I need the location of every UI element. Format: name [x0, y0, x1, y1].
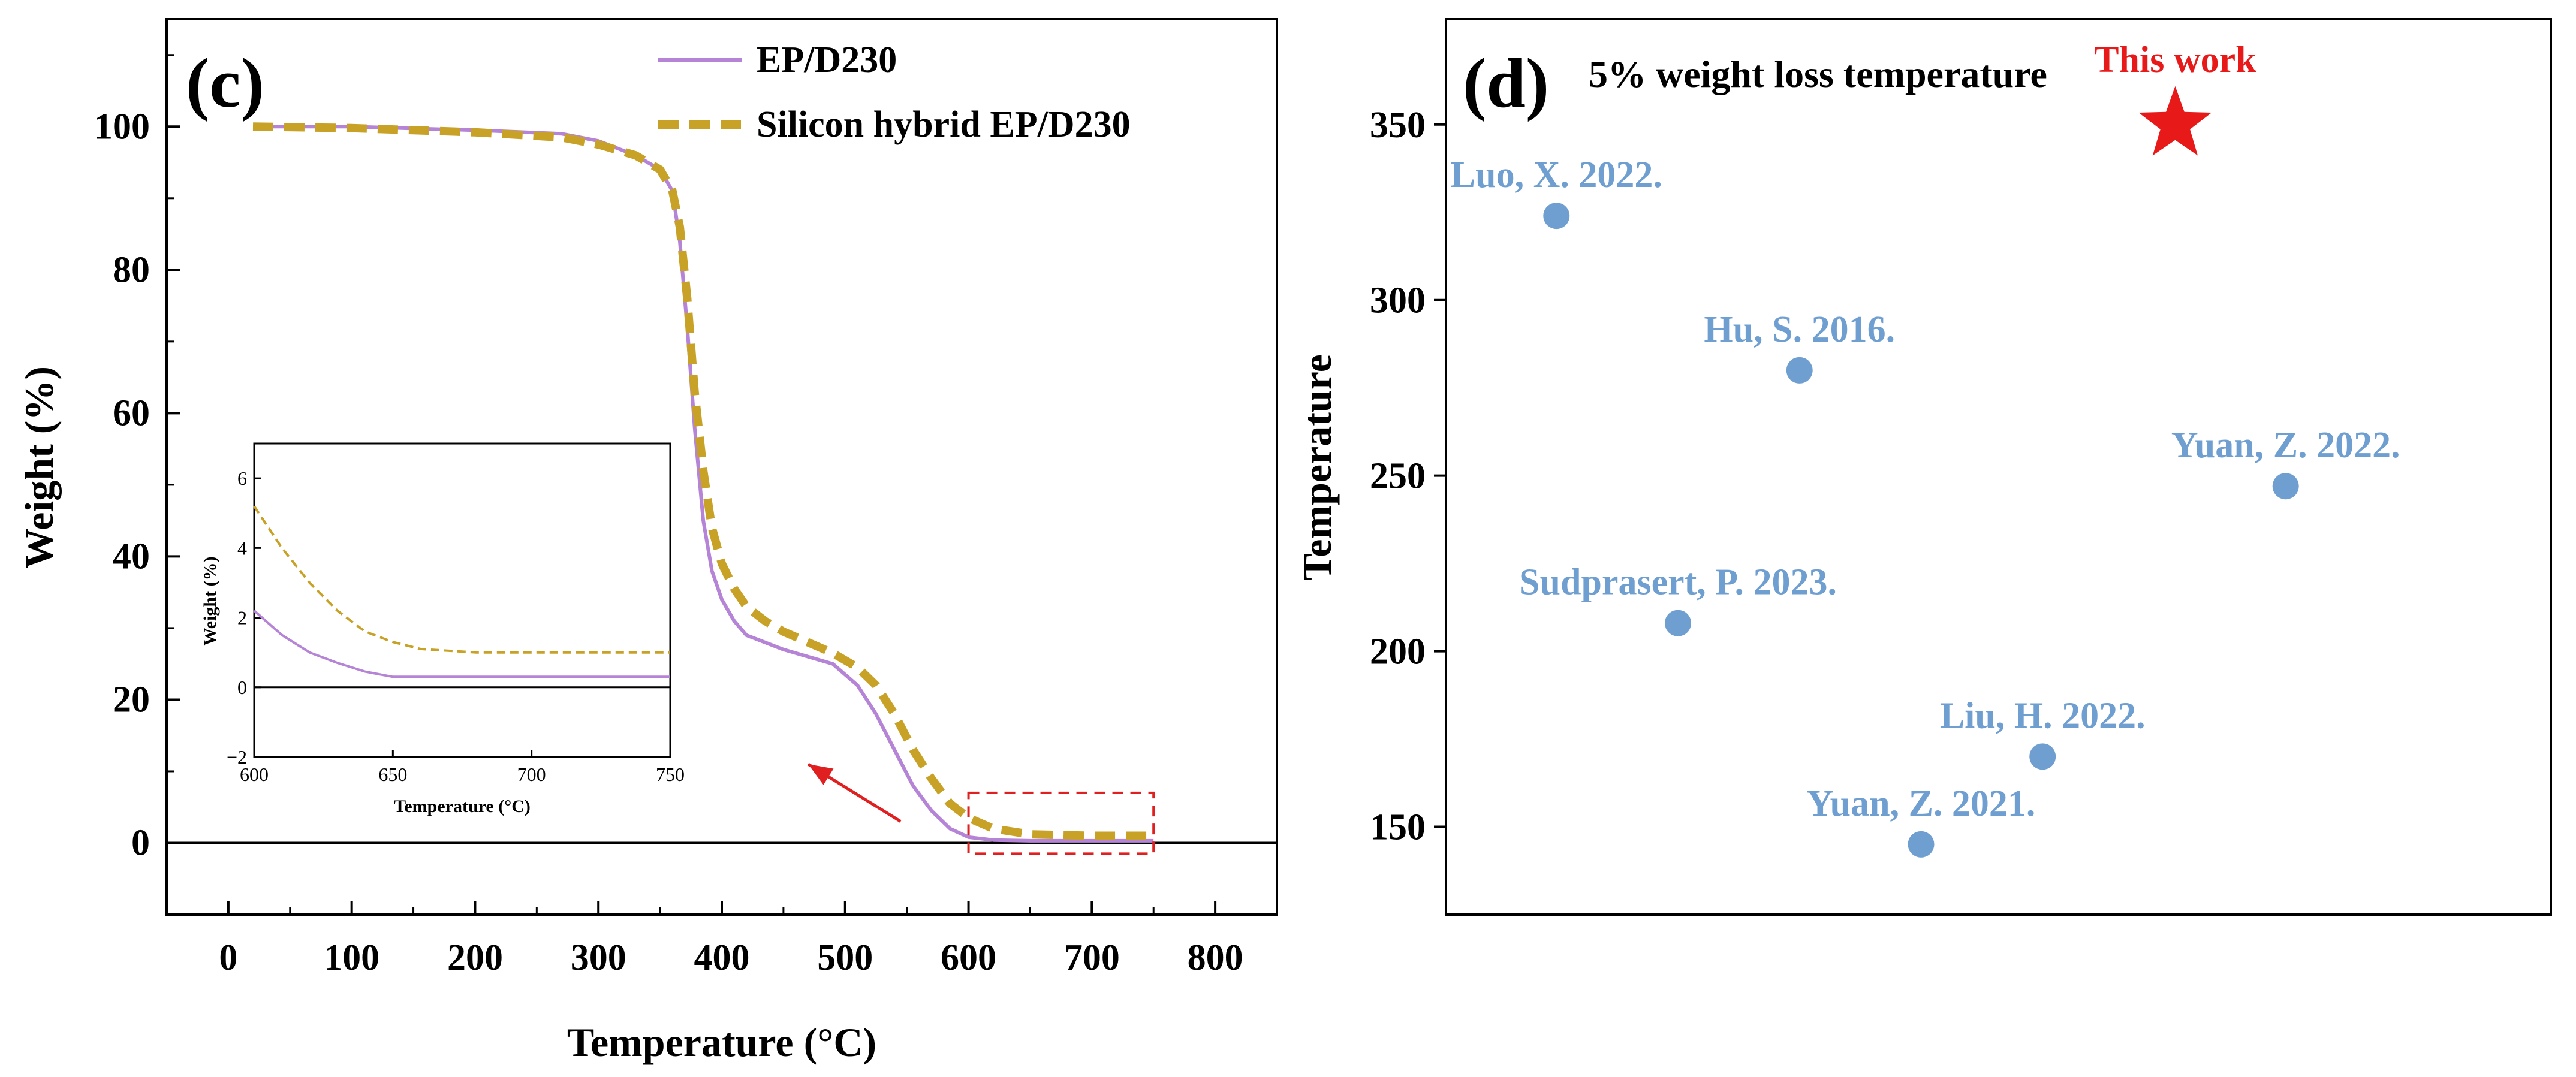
d-y-tick-label: 350: [1370, 105, 1426, 146]
highlight-label-this-work: This work: [2094, 40, 2256, 80]
panel-c-label: (c): [186, 44, 264, 122]
panel-d-points: Luo, X. 2022. Hu, S. 2016. Yuan, Z. 2022. S…: [1451, 40, 2400, 858]
panel-d-title: 5% weight loss temperature: [1589, 53, 2047, 95]
y-tick-label: 0: [131, 822, 150, 863]
y-tick-label: 60: [113, 393, 150, 433]
inset-ticks: 600 650 700 750 −2 0 2 4 6: [227, 467, 685, 785]
series-line-silicon-hybrid-ep-d230: [252, 122, 1154, 840]
inset-x-tick-label: 700: [517, 764, 546, 785]
data-point-hu-s-2016: [1786, 357, 1813, 384]
inset-y-axis-title: Weight (%): [200, 556, 220, 645]
data-point-luo-x-2022: [1543, 203, 1570, 230]
data-point-sudprasert-p-2023: [1665, 610, 1692, 636]
panel-d-scatter-chart: 150 200 250 300 350 Luo, X. 2022. Hu, S. 2016…: [1294, 18, 2552, 916]
data-point-yuan-z-2021: [1908, 831, 1935, 858]
panel-d-label: (d): [1463, 44, 1549, 122]
star-icon: [2138, 86, 2212, 156]
zoom-region-box: [967, 791, 1155, 855]
data-point-liu-h-2022: [2029, 743, 2056, 770]
panel-d-ticks: 150 200 250 300 350: [1370, 105, 1446, 848]
point-label-liu-h-2022: Liu, H. 2022.: [1940, 695, 2146, 736]
point-label-luo-x-2022: Luo, X. 2022.: [1451, 155, 1662, 195]
x-tick-label: 100: [324, 937, 379, 978]
point-label-sudprasert-p-2023: Sudprasert, P. 2023.: [1519, 562, 1837, 603]
inset-y-tick-label: 2: [237, 607, 247, 629]
inset-series-line-silicon-hybrid-ep-d230: [253, 505, 670, 654]
x-tick-label: 0: [219, 937, 237, 978]
x-tick-label: 600: [941, 937, 996, 978]
panel-c-annotations: [807, 762, 1155, 855]
inset-y-tick-label: 6: [237, 467, 247, 489]
panel-d-frame: [1445, 18, 2552, 916]
inset-x-tick-label: 650: [378, 764, 407, 785]
y-tick-label: 20: [113, 679, 150, 720]
d-y-tick-label: 200: [1370, 632, 1426, 672]
legend-label-ep-d230: EP/D230: [757, 40, 897, 80]
x-tick-label: 300: [571, 937, 626, 978]
inset-series: [253, 505, 670, 678]
data-point-yuan-z-2022: [2272, 473, 2299, 500]
inset-x-tick-label: 600: [240, 764, 269, 785]
d-y-tick-label: 250: [1370, 456, 1426, 497]
legend-label-silicon-hybrid: Silicon hybrid EP/D230: [757, 104, 1131, 145]
point-label-yuan-z-2022: Yuan, Z. 2022.: [2171, 425, 2400, 466]
zoom-arrow-head: [808, 764, 834, 785]
x-tick-label: 800: [1188, 937, 1243, 978]
inset-y-tick-label: −2: [227, 746, 247, 768]
inset-frame: [253, 442, 671, 758]
point-label-hu-s-2016: Hu, S. 2016.: [1704, 309, 1895, 350]
point-label-yuan-z-2021: Yuan, Z. 2021.: [1807, 783, 2036, 824]
inset-series-line-ep-d230: [253, 610, 670, 678]
d-y-tick-label: 150: [1370, 807, 1426, 848]
x-tick-label: 400: [694, 937, 750, 978]
d-y-tick-label: 300: [1370, 280, 1426, 321]
panel-d-y-axis-title: Temperature: [1294, 354, 1340, 581]
y-tick-label: 40: [113, 536, 150, 577]
y-axis-title: Weight (%): [16, 366, 62, 569]
y-tick-label: 100: [94, 106, 150, 147]
legend: EP/D230 Silicon hybrid EP/D230: [658, 40, 1131, 145]
inset-x-tick-label: 750: [656, 764, 685, 785]
inset-y-tick-label: 0: [237, 677, 247, 698]
y-tick-label: 80: [113, 249, 150, 290]
x-tick-label: 700: [1064, 937, 1120, 978]
inset-x-axis-title: Temperature (°C): [394, 797, 531, 816]
inset-chart: 600 650 700 750 −2 0 2 4 6 Temperature (°C) Weig…: [200, 442, 685, 816]
x-tick-label: 500: [817, 937, 873, 978]
x-axis-title: Temperature (°C): [567, 1019, 876, 1065]
panel-c-series: [252, 122, 1154, 843]
x-tick-label: 200: [447, 937, 503, 978]
inset-y-tick-label: 4: [237, 537, 247, 559]
